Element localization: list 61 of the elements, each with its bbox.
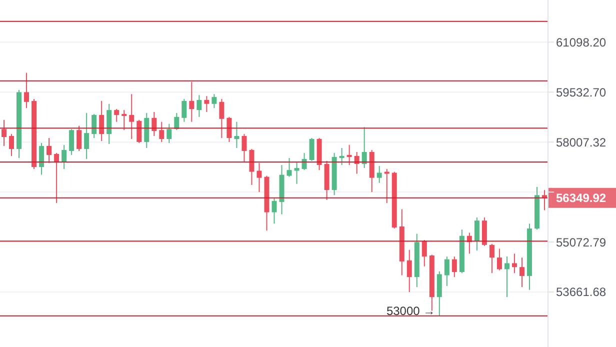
candlestick xyxy=(39,142,44,176)
candlestick xyxy=(542,190,547,211)
candlestick xyxy=(166,123,172,144)
candlestick xyxy=(76,125,82,152)
candlestick xyxy=(212,94,217,109)
candlestick xyxy=(24,72,30,109)
candlestick xyxy=(362,126,367,169)
candlestick xyxy=(452,256,457,278)
candlestick xyxy=(346,144,352,166)
candlestick xyxy=(309,138,314,162)
candlestick xyxy=(286,157,292,178)
candlestick xyxy=(122,110,127,131)
candlestick xyxy=(219,98,224,139)
candlestick xyxy=(189,81,194,122)
candlestick xyxy=(129,94,134,140)
y-tick-label: 53661.68 xyxy=(556,285,606,300)
candlestick xyxy=(174,112,180,131)
y-tick-label: 58007.32 xyxy=(556,135,606,150)
candlestick xyxy=(242,134,247,162)
candlestick xyxy=(504,256,510,298)
candlestick xyxy=(339,147,344,166)
candlestick xyxy=(204,96,210,113)
candlestick xyxy=(249,148,254,186)
candlestick xyxy=(182,98,187,122)
candlestick xyxy=(489,243,494,274)
candlestick xyxy=(152,112,157,137)
candlestick xyxy=(106,103,112,144)
annotation: 53000 → xyxy=(386,304,436,318)
candlestick xyxy=(256,162,262,193)
candlestick xyxy=(9,134,14,156)
y-tick-label: 59532.70 xyxy=(556,85,606,100)
candlestick xyxy=(444,256,450,286)
candlestick xyxy=(84,112,90,160)
candlestick xyxy=(272,198,277,224)
candlestick xyxy=(376,166,382,184)
candlestick xyxy=(302,152,307,171)
candlestick xyxy=(519,257,524,288)
candlestick xyxy=(512,253,517,274)
candlestick xyxy=(406,249,412,293)
candlestick xyxy=(384,168,390,204)
y-tick-label: 55072.79 xyxy=(556,235,606,250)
candlestick xyxy=(234,121,240,148)
candlestick xyxy=(62,144,67,170)
candlestick xyxy=(422,240,427,267)
candlestick xyxy=(69,128,74,156)
ref-line-label: 56349.92 xyxy=(556,191,606,206)
candlestick xyxy=(92,113,97,139)
candlestick xyxy=(2,119,6,146)
candlestick xyxy=(99,100,104,142)
candlestick xyxy=(136,119,142,144)
candlestick xyxy=(114,108,120,122)
candlestick xyxy=(196,94,202,118)
candlestick xyxy=(226,116,232,142)
y-tick-label: 61098.20 xyxy=(556,35,606,50)
candlestick xyxy=(474,216,480,252)
candlestick xyxy=(54,152,60,204)
candlestick xyxy=(436,270,442,316)
candlestick xyxy=(46,138,52,164)
candlestick xyxy=(159,121,164,142)
candlestick xyxy=(294,162,300,184)
candlestick xyxy=(496,248,502,271)
